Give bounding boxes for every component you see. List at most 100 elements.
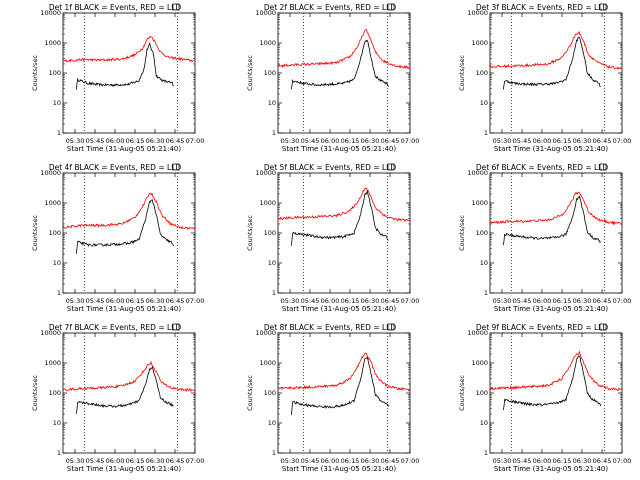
y-tick-label: 10000 bbox=[40, 169, 61, 177]
y-tick-label: 1 bbox=[484, 449, 488, 457]
lld-series-line bbox=[278, 28, 410, 70]
x-tick-label: 05:30 bbox=[281, 457, 300, 465]
panel-det-9: Det 9f BLACK = Events, RED = LLD 1 10 100 10… bbox=[458, 323, 631, 473]
events-series-line bbox=[502, 36, 601, 90]
x-axis-label: Start Time (31-Aug-05 05:21:40) bbox=[494, 145, 608, 153]
plot-frame bbox=[277, 12, 411, 134]
x-tick-label: 05:45 bbox=[513, 137, 532, 145]
x-tick-label: 07:00 bbox=[401, 457, 420, 465]
x-tick-label: 07:00 bbox=[401, 297, 420, 305]
y-axis-label: Counts/sec bbox=[246, 375, 254, 411]
y-tick-label: 1 bbox=[57, 129, 61, 137]
x-axis-label: Start Time (31-Aug-05 05:21:40) bbox=[282, 305, 396, 313]
panel-title: Det 9f BLACK = Events, RED = LLD bbox=[476, 323, 609, 332]
y-tick-label: 100 bbox=[476, 69, 488, 77]
y-tick-label: 10 bbox=[480, 259, 488, 267]
legend-box-icon bbox=[599, 3, 607, 11]
plot-frame bbox=[489, 12, 623, 134]
x-tick-label: 07:00 bbox=[186, 457, 205, 465]
x-axis-label: Start Time (31-Aug-05 05:21:40) bbox=[67, 145, 181, 153]
x-tick-label: 06:00 bbox=[321, 457, 340, 465]
x-tick-label: 05:45 bbox=[86, 137, 105, 145]
y-tick-label: 100 bbox=[476, 229, 488, 237]
y-tick-label: 1 bbox=[272, 449, 276, 457]
y-tick-label: 10000 bbox=[40, 9, 61, 17]
panel-det-1: Det 1f BLACK = Events, RED = LLD 1 10 100 10… bbox=[31, 3, 204, 153]
x-tick-label: 05:45 bbox=[86, 297, 105, 305]
x-tick-label: 06:30 bbox=[361, 137, 380, 145]
x-tick-label: 06:15 bbox=[126, 457, 145, 465]
x-tick-label: 06:30 bbox=[146, 457, 165, 465]
plot-frame bbox=[277, 332, 411, 454]
legend-box-icon bbox=[172, 163, 180, 171]
x-tick-label: 06:45 bbox=[166, 457, 185, 465]
y-tick-label: 1 bbox=[484, 129, 488, 137]
y-axis-label: Counts/sec bbox=[458, 55, 466, 91]
y-tick-label: 1 bbox=[57, 449, 61, 457]
panel-title: Det 6f BLACK = Events, RED = LLD bbox=[476, 163, 609, 172]
y-tick-label: 1000 bbox=[259, 359, 276, 367]
y-axis-label: Counts/sec bbox=[246, 215, 254, 251]
panel-title: Det 1f BLACK = Events, RED = LLD bbox=[49, 3, 182, 12]
y-tick-label: 10 bbox=[268, 259, 276, 267]
panel-title: Det 4f BLACK = Events, RED = LLD bbox=[49, 163, 182, 172]
x-axis-label: Start Time (31-Aug-05 05:21:40) bbox=[67, 305, 181, 313]
y-tick-label: 1000 bbox=[259, 39, 276, 47]
x-tick-label: 05:45 bbox=[513, 457, 532, 465]
x-tick-label: 06:15 bbox=[341, 137, 360, 145]
x-tick-label: 06:45 bbox=[166, 137, 185, 145]
y-tick-label: 100 bbox=[49, 389, 61, 397]
panel-title: Det 5f BLACK = Events, RED = LLD bbox=[264, 163, 397, 172]
x-tick-label: 06:15 bbox=[553, 457, 572, 465]
x-tick-label: 06:45 bbox=[381, 297, 400, 305]
x-tick-label: 06:00 bbox=[533, 457, 552, 465]
lld-series-line bbox=[63, 192, 195, 230]
legend-box-icon bbox=[387, 3, 395, 11]
x-tick-label: 05:45 bbox=[513, 297, 532, 305]
x-axis-label: Start Time (31-Aug-05 05:21:40) bbox=[282, 465, 396, 473]
y-tick-label: 1 bbox=[57, 289, 61, 297]
y-tick-label: 10000 bbox=[255, 169, 276, 177]
lld-series-line bbox=[278, 187, 410, 222]
y-tick-label: 10 bbox=[480, 99, 488, 107]
events-series-line bbox=[502, 355, 602, 411]
x-tick-label: 05:45 bbox=[86, 457, 105, 465]
legend-box-icon bbox=[172, 3, 180, 11]
y-tick-label: 10000 bbox=[255, 9, 276, 17]
panel-det-4: Det 4f BLACK = Events, RED = LLD 1 10 100 10… bbox=[31, 163, 204, 313]
x-tick-label: 06:00 bbox=[533, 137, 552, 145]
x-tick-label: 06:15 bbox=[126, 297, 145, 305]
y-tick-label: 10000 bbox=[467, 329, 488, 337]
y-tick-label: 1000 bbox=[471, 359, 488, 367]
x-tick-label: 06:15 bbox=[341, 297, 360, 305]
x-tick-label: 06:15 bbox=[341, 457, 360, 465]
y-axis-label: Counts/sec bbox=[31, 55, 39, 91]
x-tick-label: 05:30 bbox=[493, 137, 512, 145]
y-tick-label: 10000 bbox=[255, 329, 276, 337]
x-tick-label: 06:45 bbox=[593, 297, 612, 305]
plot-frame bbox=[489, 172, 623, 294]
x-tick-label: 06:45 bbox=[593, 457, 612, 465]
lld-series-line bbox=[278, 352, 410, 392]
x-axis-label: Start Time (31-Aug-05 05:21:40) bbox=[67, 465, 181, 473]
y-axis-label: Counts/sec bbox=[458, 215, 466, 251]
x-tick-label: 06:15 bbox=[126, 137, 145, 145]
x-tick-label: 07:00 bbox=[613, 457, 632, 465]
events-series-line bbox=[502, 195, 601, 246]
x-tick-label: 06:45 bbox=[381, 457, 400, 465]
y-tick-label: 1000 bbox=[44, 39, 61, 47]
y-tick-label: 10000 bbox=[40, 329, 61, 337]
lld-series-line bbox=[490, 191, 622, 226]
legend-box-icon bbox=[172, 323, 180, 331]
lld-series-line bbox=[490, 350, 622, 391]
x-tick-label: 07:00 bbox=[186, 137, 205, 145]
y-tick-label: 1000 bbox=[259, 199, 276, 207]
x-tick-label: 07:00 bbox=[613, 297, 632, 305]
x-tick-label: 06:45 bbox=[593, 137, 612, 145]
x-tick-label: 05:45 bbox=[301, 457, 320, 465]
events-series-line bbox=[75, 42, 174, 90]
x-tick-label: 05:30 bbox=[281, 137, 300, 145]
panel-title: Det 3f BLACK = Events, RED = LLD bbox=[476, 3, 609, 12]
x-tick-label: 05:45 bbox=[301, 137, 320, 145]
